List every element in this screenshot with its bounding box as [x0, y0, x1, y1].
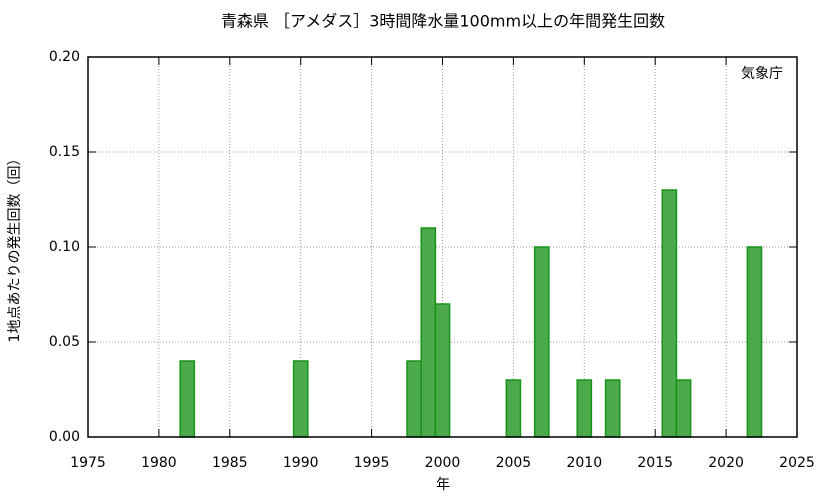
x-tick-label: 1980 [141, 455, 177, 471]
bar [675, 379, 692, 438]
bar [661, 189, 678, 438]
x-tick-label: 2015 [637, 455, 673, 471]
x-tick-label: 1990 [283, 455, 319, 471]
x-tick-label: 1995 [354, 455, 390, 471]
plot-frame [87, 56, 798, 438]
y-tick-label: 0.00 [49, 429, 80, 445]
y-tick-label: 0.10 [49, 239, 80, 255]
x-tick-label: 2005 [496, 455, 532, 471]
bar [746, 246, 763, 438]
bar [420, 227, 437, 438]
x-tick-label: 1975 [70, 455, 106, 471]
bar [179, 360, 196, 438]
x-tick-label: 2000 [425, 455, 461, 471]
x-tick-label: 2010 [566, 455, 602, 471]
chart-title: 青森県 ［アメダス］3時間降水量100mm以上の年間発生回数 [221, 12, 665, 31]
annotation: 気象庁 [741, 66, 783, 82]
bar [434, 303, 451, 438]
y-tick-label: 0.05 [49, 334, 80, 350]
x-tick-label: 1985 [212, 455, 248, 471]
bar [533, 246, 550, 438]
y-axis-label: 1地点あたりの発生回数（回） [7, 152, 23, 343]
x-axis-label: 年 [436, 477, 450, 493]
bar [576, 379, 593, 438]
y-tick-label: 0.20 [49, 49, 80, 65]
y-tick-label: 0.15 [49, 144, 80, 160]
bar [406, 360, 422, 438]
x-tick-label: 2025 [779, 455, 815, 471]
bar [505, 379, 522, 438]
bar [292, 360, 309, 438]
x-tick-label: 2020 [708, 455, 744, 471]
bar [604, 379, 621, 438]
